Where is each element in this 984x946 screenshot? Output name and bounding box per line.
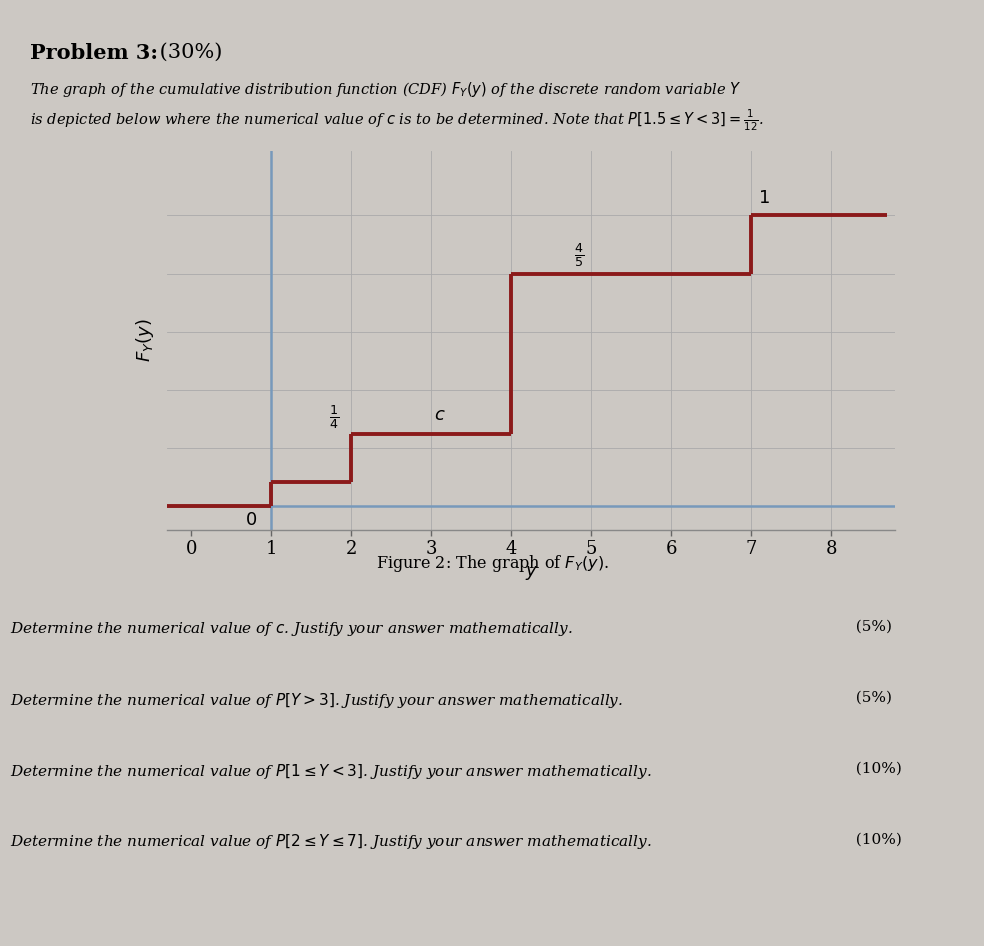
X-axis label: $y$: $y$ [524, 564, 538, 582]
Text: (10%): (10%) [846, 832, 902, 847]
Text: $\frac{1}{4}$: $\frac{1}{4}$ [329, 403, 338, 430]
Text: Determine the numerical value of $P[Y{>}3]$. Justify your answer mathematically.: Determine the numerical value of $P[Y{>}… [10, 691, 623, 710]
Text: Determine the numerical value of $P[2{\leq}Y{\leq}7]$. Justify your answer mathe: Determine the numerical value of $P[2{\l… [10, 832, 651, 851]
Y-axis label: $F_Y(y)$: $F_Y(y)$ [134, 319, 156, 362]
Text: $1$: $1$ [758, 188, 769, 206]
Text: $\frac{4}{5}$: $\frac{4}{5}$ [575, 241, 584, 270]
Text: (10%): (10%) [846, 762, 902, 776]
Text: is depicted below where the numerical value of $c$ is to be determined. Note tha: is depicted below where the numerical va… [30, 108, 764, 133]
Text: $c$: $c$ [434, 406, 445, 424]
Text: Problem 3:: Problem 3: [30, 43, 157, 62]
Text: Determine the numerical value of $c$. Justify your answer mathematically.: Determine the numerical value of $c$. Ju… [10, 620, 573, 638]
Text: Figure 2: The graph of $F_Y(y)$.: Figure 2: The graph of $F_Y(y)$. [376, 553, 608, 574]
Text: (5%): (5%) [846, 691, 892, 705]
Text: $0$: $0$ [245, 511, 258, 529]
Text: The graph of the cumulative distribution function (CDF) $F_Y(y)$ of the discrete: The graph of the cumulative distribution… [30, 80, 741, 99]
Text: (5%): (5%) [846, 620, 892, 634]
Text: Determine the numerical value of $P[1{\leq}Y{<}3]$. Justify your answer mathemat: Determine the numerical value of $P[1{\l… [10, 762, 651, 780]
Text: (30%): (30%) [153, 43, 222, 61]
